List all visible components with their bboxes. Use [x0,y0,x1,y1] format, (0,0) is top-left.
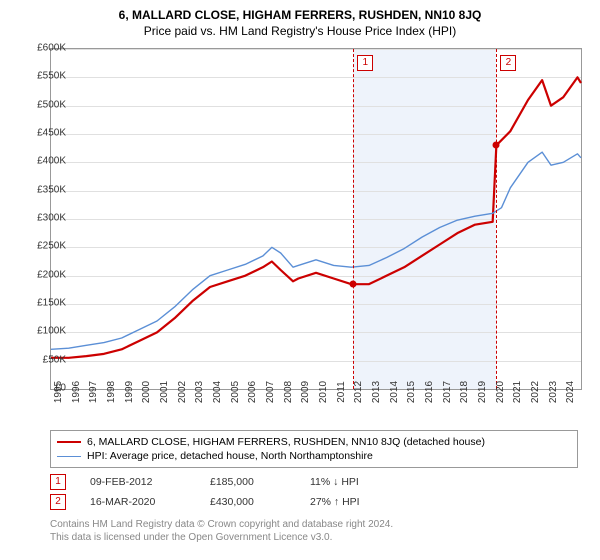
sale-row: 1 09-FEB-2012 £185,000 11% ↓ HPI [50,472,360,492]
y-axis-label: £100K [37,326,66,337]
x-axis-label: 2009 [300,381,311,403]
legend-label: 6, MALLARD CLOSE, HIGHAM FERRERS, RUSHDE… [87,436,485,448]
sale-price: £185,000 [210,476,310,488]
x-axis-label: 2017 [442,381,453,403]
x-axis-label: 2012 [353,381,364,403]
chart-lines-svg [51,49,581,389]
series-line-property [51,77,581,358]
sale-dot [350,281,357,288]
marker-number-box: 1 [357,55,373,71]
x-axis-label: 2020 [495,381,506,403]
x-axis-label: 2003 [194,381,205,403]
sale-price: £430,000 [210,496,310,508]
marker-dashed-line [353,49,354,389]
sale-marker-box: 1 [50,474,66,490]
x-axis-label: 2013 [371,381,382,403]
y-axis-label: £600K [37,43,66,54]
sale-pct: 27% ↑ HPI [310,496,360,508]
x-axis-label: 2015 [406,381,417,403]
x-axis-label: 2019 [477,381,488,403]
x-axis-label: 2000 [141,381,152,403]
y-axis-label: £50K [43,354,66,365]
x-axis-label: 1995 [53,381,64,403]
x-axis-label: 2006 [247,381,258,403]
y-axis-label: £550K [37,71,66,82]
y-axis-label: £300K [37,213,66,224]
y-axis-label: £250K [37,241,66,252]
sale-date: 16-MAR-2020 [90,496,210,508]
footer-line: Contains HM Land Registry data © Crown c… [50,518,393,531]
y-axis-label: £150K [37,298,66,309]
x-axis-label: 1997 [88,381,99,403]
x-axis-label: 2018 [459,381,470,403]
legend-item: 6, MALLARD CLOSE, HIGHAM FERRERS, RUSHDE… [57,435,571,449]
x-axis-label: 2016 [424,381,435,403]
sale-pct: 11% ↓ HPI [310,476,359,488]
x-axis-label: 2008 [283,381,294,403]
y-axis-label: £200K [37,269,66,280]
x-axis-label: 1998 [106,381,117,403]
x-axis-label: 2023 [548,381,559,403]
x-axis-label: 2011 [336,381,347,403]
footer-attribution: Contains HM Land Registry data © Crown c… [50,518,393,544]
chart-container: 6, MALLARD CLOSE, HIGHAM FERRERS, RUSHDE… [0,0,600,560]
sale-row: 2 16-MAR-2020 £430,000 27% ↑ HPI [50,492,360,512]
x-axis-label: 2010 [318,381,329,403]
y-axis-label: £450K [37,128,66,139]
legend-box: 6, MALLARD CLOSE, HIGHAM FERRERS, RUSHDE… [50,430,578,468]
x-axis-label: 1996 [71,381,82,403]
chart-title: 6, MALLARD CLOSE, HIGHAM FERRERS, RUSHDE… [0,0,600,22]
sale-marker-box: 2 [50,494,66,510]
y-axis-label: £500K [37,99,66,110]
marker-number-box: 2 [500,55,516,71]
x-axis-label: 2001 [159,381,170,403]
y-axis-label: £350K [37,184,66,195]
x-axis-label: 2022 [530,381,541,403]
legend-item: HPI: Average price, detached house, Nort… [57,449,571,463]
x-axis-label: 2004 [212,381,223,403]
legend-label: HPI: Average price, detached house, Nort… [87,450,373,462]
x-axis-label: 2014 [389,381,400,403]
x-axis-label: 2002 [177,381,188,403]
x-axis-label: 2024 [565,381,576,403]
marker-dashed-line [496,49,497,389]
x-axis-label: 2007 [265,381,276,403]
x-axis-label: 1999 [124,381,135,403]
footer-line: This data is licensed under the Open Gov… [50,531,393,544]
chart-plot-area: 12 [50,48,582,390]
x-axis-label: 2005 [230,381,241,403]
sale-date: 09-FEB-2012 [90,476,210,488]
legend-swatch [57,456,81,457]
series-line-hpi [51,152,581,349]
x-axis-label: 2021 [512,381,523,403]
legend-swatch [57,441,81,443]
sale-dot [493,142,500,149]
chart-subtitle: Price paid vs. HM Land Registry's House … [0,22,600,38]
y-axis-label: £400K [37,156,66,167]
sales-table: 1 09-FEB-2012 £185,000 11% ↓ HPI 2 16-MA… [50,472,360,512]
